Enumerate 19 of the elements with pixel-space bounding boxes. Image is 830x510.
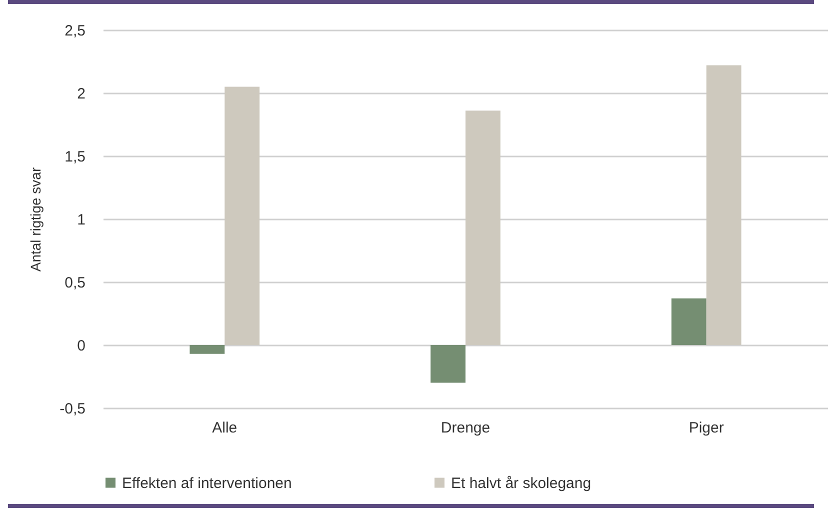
x-tick-label: Drenge — [440, 420, 490, 436]
bar — [190, 345, 225, 354]
bar — [706, 65, 742, 345]
bar — [466, 110, 500, 345]
bar — [430, 345, 466, 383]
y-tick-label: -0,5 — [60, 400, 86, 418]
bar — [671, 298, 706, 345]
legend-label: Effekten af interventionen — [122, 474, 292, 492]
y-tick-label: 1 — [77, 212, 86, 228]
y-axis-title: Antal rigtige svar — [28, 167, 44, 272]
y-tick-label: 2,5 — [64, 22, 86, 40]
bar — [224, 86, 260, 345]
x-tick-label: Alle — [212, 420, 238, 436]
y-tick-label: 0 — [77, 338, 86, 354]
y-tick-label: 2 — [77, 86, 86, 102]
y-tick-label: 1,5 — [64, 148, 86, 166]
legend-label: Et halvt år skolegang — [451, 474, 592, 492]
x-tick-label: Piger — [688, 420, 724, 436]
y-tick-label: 0,5 — [64, 274, 86, 292]
